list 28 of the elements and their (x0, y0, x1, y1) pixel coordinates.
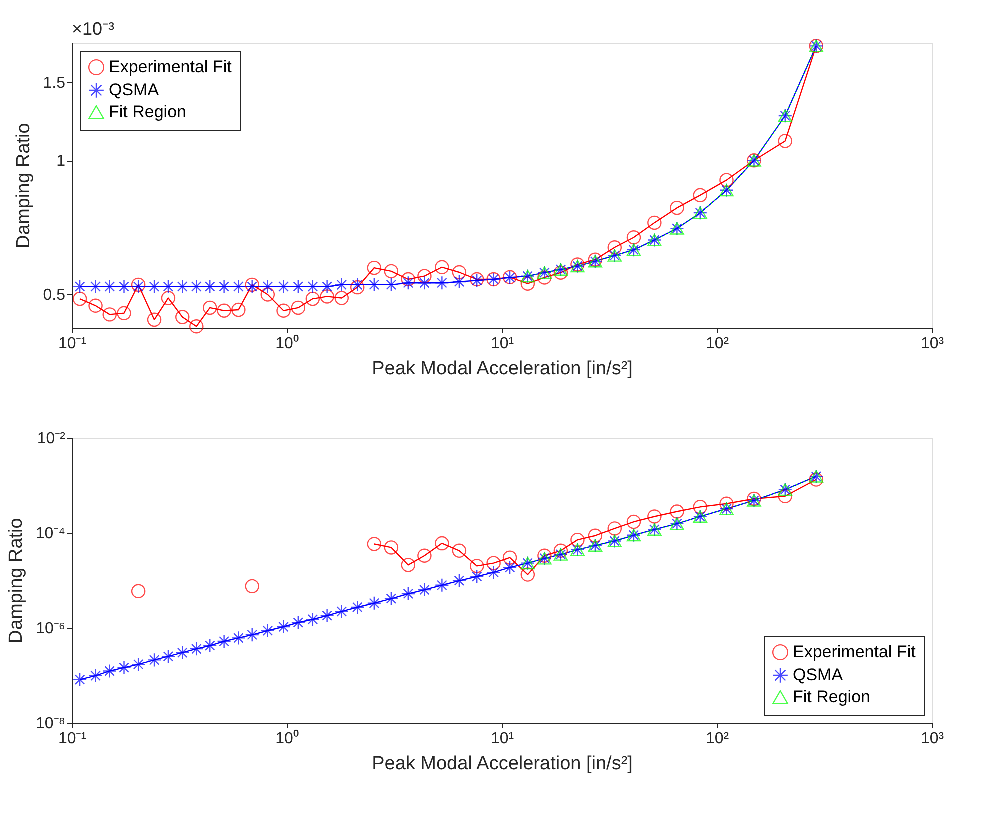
x-tick-label: 10⁻¹ (58, 730, 87, 748)
text: ×10⁻³ (72, 19, 115, 39)
x-tick-label: 10⁰ (276, 334, 300, 352)
x-tick-label: 10¹ (490, 336, 514, 352)
legend-label: Experimental Fit (793, 642, 916, 662)
y-tick-label: 10⁻⁶ (36, 620, 66, 638)
legend-label: QSMA (109, 80, 160, 100)
x-axis-title: Peak Modal Acceleration [in/s²] (372, 358, 633, 380)
y-tick-label: 10⁻⁴ (36, 526, 66, 542)
x-tick-label: 10³ (920, 336, 945, 352)
legend-label: Experimental Fit (109, 58, 232, 76)
y-tick-label: 1.5 (43, 74, 66, 92)
x-tick-label: 10² (706, 730, 730, 748)
legend-label: Fit Region (109, 102, 186, 122)
legend-label: QSMA (793, 666, 844, 684)
y-axis-title: Damping Ratio (6, 518, 27, 644)
y-tick-label: 1 (56, 153, 66, 170)
y-axis-title: Damping Ratio (13, 123, 34, 249)
legend-label: Fit Region (793, 688, 870, 706)
x-tick-label: 10² (706, 336, 730, 352)
y-tick-label: 10⁻⁸ (36, 716, 66, 732)
y-tick-label: 10⁻² (37, 430, 66, 448)
x-axis-title: Peak Modal Acceleration [in/s²] (372, 754, 633, 774)
x-tick-label: 10¹ (490, 730, 514, 748)
y-tick-label: 0.5 (43, 286, 66, 304)
x-tick-label: 10⁰ (276, 730, 300, 748)
x-tick-label: 10⁻¹ (58, 336, 87, 352)
x-tick-label: 10³ (920, 730, 945, 748)
